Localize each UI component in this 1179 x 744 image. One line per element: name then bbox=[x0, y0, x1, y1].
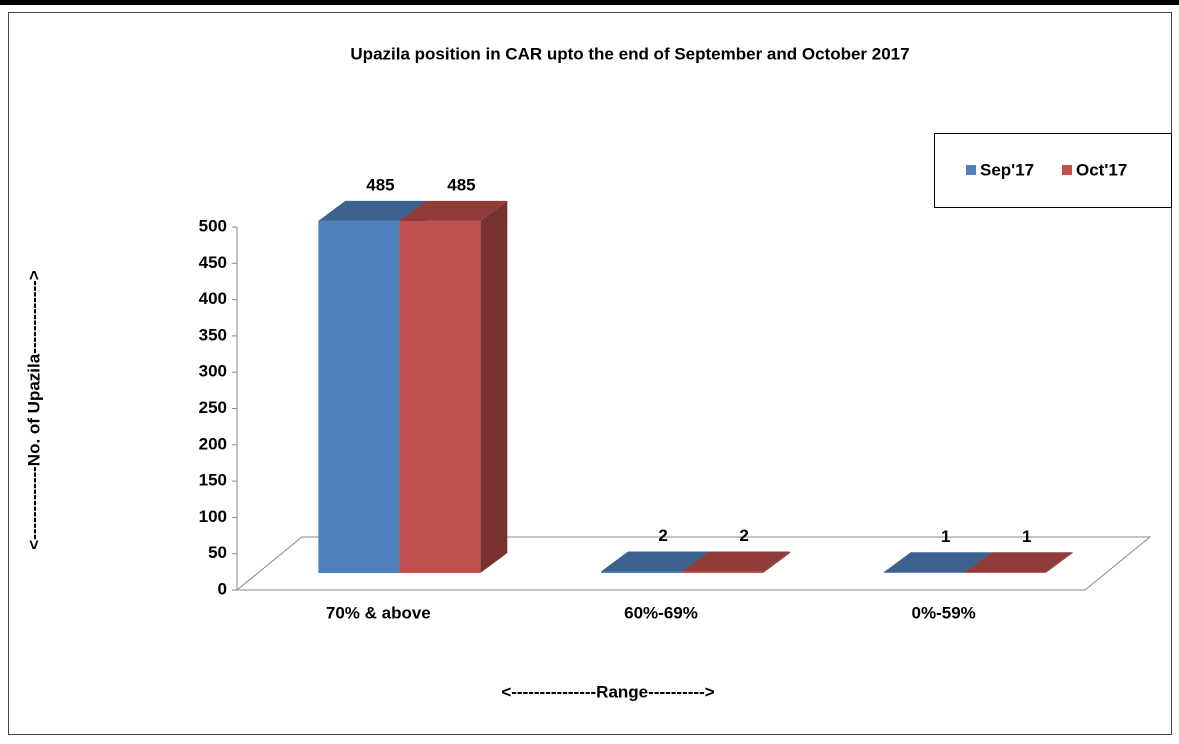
x-tick-label: 60%-69% bbox=[624, 603, 698, 622]
bar-top bbox=[883, 552, 992, 573]
bar-top bbox=[318, 200, 427, 221]
legend-label: Oct'17 bbox=[1076, 160, 1127, 179]
data-label: 1 bbox=[1022, 527, 1031, 546]
legend-swatch bbox=[966, 165, 976, 175]
top-border bbox=[0, 0, 1179, 5]
y-tick-label: 350 bbox=[199, 325, 227, 344]
data-label: 2 bbox=[739, 526, 748, 545]
y-tick-label: 450 bbox=[199, 253, 227, 272]
y-tick-label: 0 bbox=[218, 579, 227, 598]
x-tick-label: 0%-59% bbox=[912, 603, 976, 622]
y-tick-label: 300 bbox=[199, 362, 227, 381]
legend-swatch bbox=[1062, 165, 1072, 175]
y-tick-label: 150 bbox=[199, 471, 227, 490]
data-label: 485 bbox=[447, 175, 475, 194]
y-axis-label: <-------------No. of Upazila------------… bbox=[24, 270, 43, 550]
bar-front bbox=[964, 572, 1046, 573]
data-label: 1 bbox=[941, 527, 950, 546]
legend-label: Sep'17 bbox=[980, 160, 1034, 179]
y-tick-label: 50 bbox=[208, 543, 227, 562]
y-tick-label: 250 bbox=[199, 398, 227, 417]
bar-front bbox=[883, 572, 965, 573]
bar-front bbox=[318, 220, 400, 573]
y-tick-label: 500 bbox=[199, 216, 227, 235]
bar-top bbox=[964, 552, 1073, 573]
x-tick-label: 70% & above bbox=[326, 603, 431, 622]
y-tick-label: 400 bbox=[199, 289, 227, 308]
chart-title: Upazila position in CAR upto the end of … bbox=[350, 44, 909, 63]
data-label: 2 bbox=[658, 526, 667, 545]
y-tick-label: 100 bbox=[199, 507, 227, 526]
bar-side bbox=[1045, 552, 1073, 573]
bar-front bbox=[399, 220, 481, 573]
bar-top bbox=[601, 551, 709, 572]
bar-top bbox=[399, 200, 508, 221]
chart-frame bbox=[8, 12, 1172, 735]
bar-side bbox=[480, 200, 508, 573]
x-axis-label: <---------------Range----------> bbox=[501, 682, 714, 701]
y-tick-label: 200 bbox=[199, 434, 227, 453]
bar-front bbox=[601, 571, 682, 573]
bar-side bbox=[763, 551, 790, 573]
bar-front bbox=[682, 571, 763, 573]
bar-top bbox=[682, 551, 790, 572]
data-label: 485 bbox=[366, 175, 394, 194]
